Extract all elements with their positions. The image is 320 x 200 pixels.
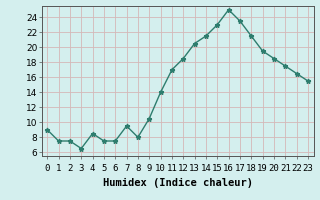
X-axis label: Humidex (Indice chaleur): Humidex (Indice chaleur) bbox=[103, 178, 252, 188]
